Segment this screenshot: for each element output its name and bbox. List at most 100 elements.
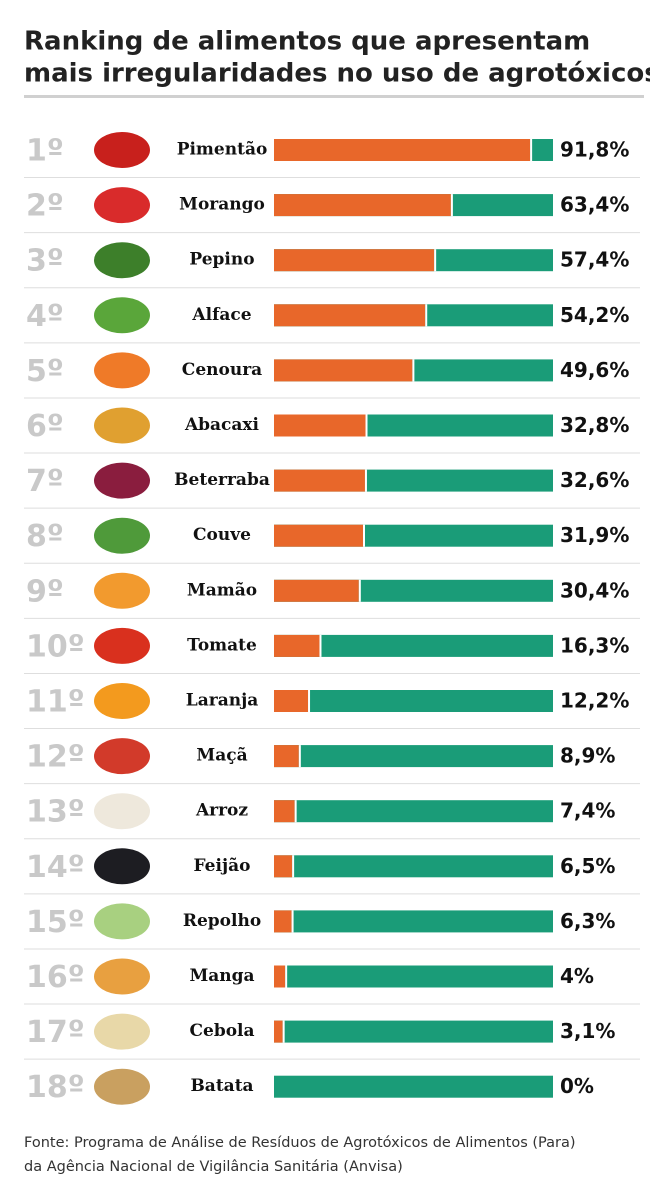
bar-gap	[412, 359, 415, 382]
value-label: 6,3%	[560, 909, 615, 933]
value-label: 91,8%	[560, 138, 629, 162]
category-label: Abacaxi	[184, 415, 260, 435]
bar-gap	[291, 910, 294, 933]
food-icon	[94, 572, 150, 609]
source-note: Fonte: Programa de Análise de Resíduos d…	[24, 1135, 576, 1151]
bar-track	[274, 965, 553, 988]
category-label: Feijão	[194, 856, 251, 876]
food-icon	[94, 683, 150, 719]
category-label: Beterraba	[174, 470, 270, 490]
value-label: 12,2%	[560, 689, 629, 713]
food-icon	[94, 627, 150, 664]
rank-label: 17º	[26, 1015, 85, 1050]
food-icon	[94, 297, 150, 334]
value-label: 32,8%	[560, 413, 629, 437]
value-label: 3,1%	[560, 1019, 615, 1043]
category-label: Pepino	[189, 250, 254, 270]
bar	[274, 690, 309, 712]
bar-gap	[292, 855, 295, 878]
bar-track	[274, 855, 553, 878]
bar-gap	[450, 194, 453, 217]
value-label: 31,9%	[560, 523, 629, 547]
bar	[274, 249, 435, 272]
bar	[274, 634, 320, 657]
value-label: 49,6%	[560, 358, 629, 382]
food-icon	[94, 407, 150, 444]
bar	[274, 524, 364, 547]
food-icon	[94, 242, 150, 279]
bar-gap	[434, 249, 437, 272]
rank-label: 7º	[26, 464, 64, 499]
value-label: 32,6%	[560, 468, 629, 492]
value-label: 4%	[560, 964, 594, 988]
value-label: 57,4%	[560, 248, 629, 272]
value-label: 7,4%	[560, 799, 615, 823]
category-label: Alface	[191, 305, 251, 325]
value-label: 30,4%	[560, 578, 629, 602]
rank-label: 1º	[26, 134, 64, 169]
category-label: Tomate	[187, 635, 257, 655]
bar-gap	[285, 965, 288, 988]
source-note: da Agência Nacional de Vigilância Sanitá…	[24, 1159, 403, 1175]
bar-gap	[365, 414, 368, 437]
rank-label: 11º	[26, 685, 85, 720]
category-label: Batata	[190, 1076, 253, 1096]
bar-track	[274, 1075, 553, 1098]
food-icon	[94, 352, 150, 389]
bar-track	[274, 1020, 553, 1043]
category-label: Cenoura	[182, 360, 262, 380]
bar-gap	[530, 139, 533, 161]
rank-label: 2º	[26, 189, 64, 224]
category-label: Mamão	[187, 580, 257, 600]
bar	[274, 304, 426, 327]
bar-gap	[298, 745, 301, 768]
bar-gap	[358, 579, 361, 602]
bar	[274, 469, 365, 492]
food-icon	[94, 1013, 150, 1050]
category-label: Morango	[179, 195, 265, 215]
food-icon	[94, 462, 150, 499]
food-icon	[94, 958, 150, 995]
rank-label: 8º	[26, 519, 64, 554]
rank-label: 18º	[26, 1070, 85, 1105]
value-label: 8,9%	[560, 744, 615, 768]
bar	[274, 855, 293, 878]
bar	[274, 579, 359, 602]
bar-track	[274, 800, 553, 823]
rank-label: 3º	[26, 244, 64, 279]
value-label: 0%	[560, 1074, 594, 1098]
rank-label: 10º	[26, 629, 85, 664]
rank-label: 14º	[26, 850, 85, 885]
rank-label: 6º	[26, 409, 64, 444]
bar	[274, 194, 451, 217]
rank-label: 9º	[26, 574, 64, 609]
category-label: Arroz	[195, 801, 248, 821]
rank-label: 13º	[26, 795, 85, 830]
food-icon	[94, 1068, 150, 1105]
value-label: 54,2%	[560, 303, 629, 327]
bar-track	[274, 910, 553, 933]
food-icon	[94, 517, 150, 554]
food-icon	[94, 903, 150, 940]
bar-track	[274, 745, 553, 768]
rank-label: 5º	[26, 354, 64, 389]
bar-track	[274, 690, 553, 712]
bar-gap	[364, 469, 367, 492]
food-icon	[94, 187, 150, 224]
category-label: Cebola	[189, 1021, 254, 1041]
bar-gap	[363, 524, 366, 547]
bar-gap	[282, 1020, 285, 1043]
category-label: Maçã	[196, 746, 247, 766]
food-icon	[94, 132, 150, 168]
bar-gap	[294, 800, 297, 823]
bar-track	[274, 634, 553, 657]
category-label: Repolho	[183, 911, 261, 931]
category-label: Pimentão	[177, 140, 268, 160]
category-label: Couve	[193, 525, 251, 545]
bar	[274, 359, 413, 382]
bar-gap	[319, 634, 322, 657]
bar	[274, 139, 531, 161]
rank-label: 15º	[26, 905, 85, 940]
